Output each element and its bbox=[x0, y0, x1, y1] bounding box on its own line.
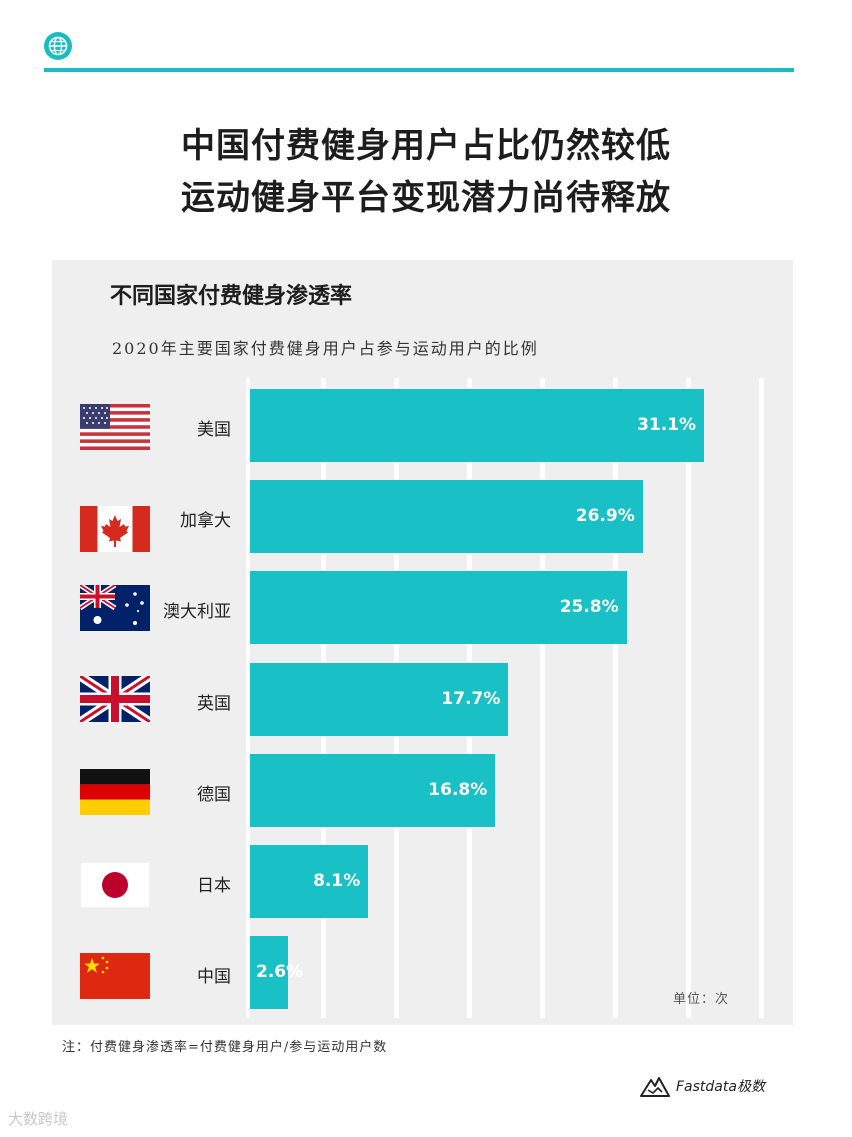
bar-value-label: 2.6% bbox=[256, 962, 304, 983]
bar-value-label: 31.1% bbox=[637, 415, 697, 435]
bar: 17.7% bbox=[250, 662, 509, 736]
y-axis-line bbox=[246, 378, 250, 1018]
country-label: 日本 bbox=[197, 876, 231, 896]
watermark: 大数跨境 bbox=[8, 1110, 69, 1128]
globe-icon bbox=[44, 32, 72, 60]
germany-flag-icon bbox=[80, 769, 150, 815]
bar: 25.8% bbox=[250, 571, 627, 645]
unit-label: 单位：次 bbox=[673, 992, 730, 1007]
bar-value-label: 26.9% bbox=[575, 506, 635, 527]
brand-name: Fastdata极数 bbox=[676, 1079, 765, 1095]
bar: 26.9% bbox=[250, 480, 643, 554]
canada-flag-icon bbox=[80, 506, 150, 552]
header-rule bbox=[44, 68, 794, 72]
bar-value-label: 25.8% bbox=[559, 597, 619, 618]
bar-plot-area: 31.1% 26.9% 25.8% 17.7% 16.8% 8.1% 2.6% bbox=[246, 378, 766, 1018]
japan-flag-icon bbox=[80, 862, 150, 908]
country-label: 澳大利亚 bbox=[163, 602, 231, 623]
headline-line-2: 运动健身平台变现潜力尚待释放 bbox=[181, 178, 671, 218]
mountain-logo-icon bbox=[640, 1077, 670, 1097]
brand-logo: Fastdata极数 bbox=[640, 1072, 765, 1100]
gridline bbox=[540, 378, 545, 1018]
bar: 31.1% bbox=[250, 389, 705, 462]
gridline bbox=[613, 378, 618, 1018]
bar-value-label: 8.1% bbox=[313, 871, 361, 891]
country-label: 德国 bbox=[197, 784, 231, 805]
us-flag-icon bbox=[80, 404, 150, 450]
footnote: 注：付费健身渗透率=付费健身用户/参与运动用户数 bbox=[62, 1040, 388, 1055]
uk-flag-icon bbox=[80, 676, 150, 722]
country-label: 美国 bbox=[197, 420, 231, 440]
australia-flag-icon bbox=[80, 585, 150, 631]
country-label: 中国 bbox=[197, 967, 231, 988]
country-label: 英国 bbox=[197, 693, 231, 714]
headline-line-1: 中国付费健身用户占比仍然较低 bbox=[181, 126, 671, 166]
bar-value-label: 16.8% bbox=[428, 779, 488, 800]
bar: 16.8% bbox=[250, 753, 496, 827]
chart-title: 不同国家付费健身渗透率 bbox=[110, 284, 353, 309]
bar: 8.1% bbox=[250, 845, 369, 918]
gridline bbox=[759, 378, 764, 1018]
bar: 2.6% bbox=[250, 936, 303, 1010]
bar-value-label: 17.7% bbox=[441, 688, 501, 709]
country-label: 加拿大 bbox=[180, 511, 231, 532]
gridline bbox=[686, 378, 691, 1018]
chart-subtitle: 2020年主要国家付费健身用户占参与运动用户的比例 bbox=[112, 339, 539, 358]
china-flag-icon bbox=[80, 953, 150, 999]
